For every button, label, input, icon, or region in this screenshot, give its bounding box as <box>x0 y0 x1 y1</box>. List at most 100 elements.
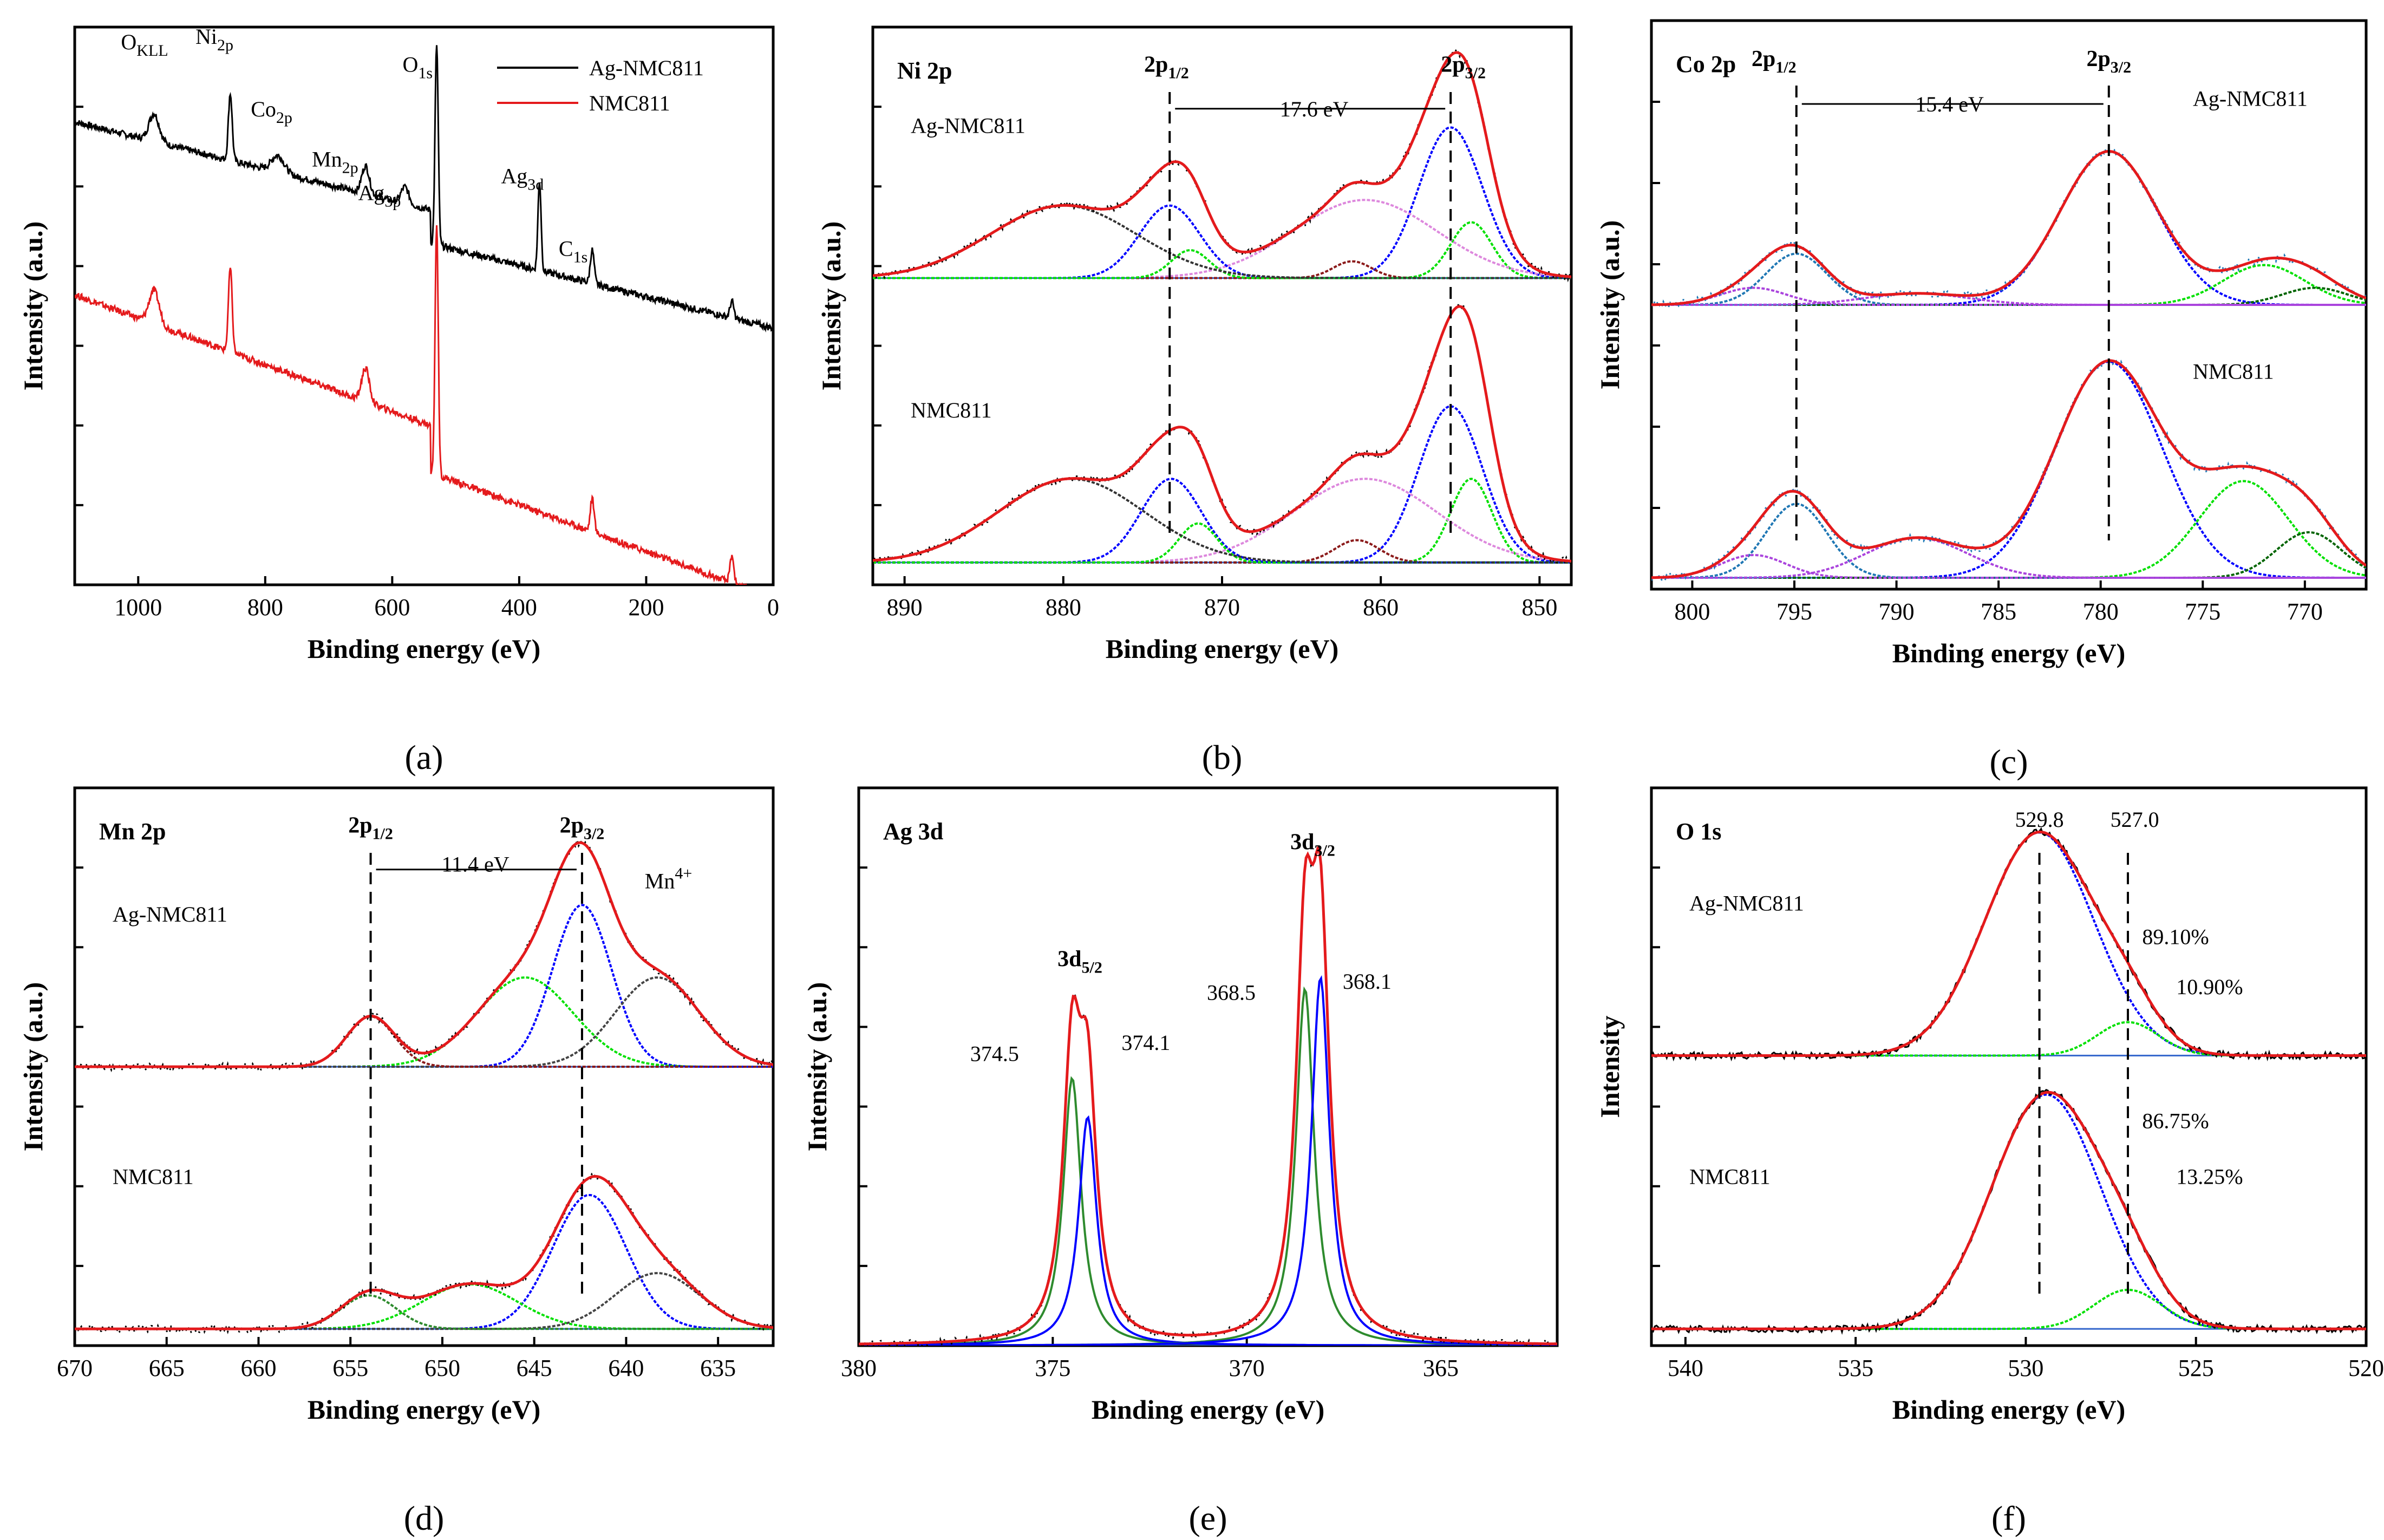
x-tick-label: 890 <box>887 594 923 621</box>
fit-envelope <box>75 841 773 1068</box>
x-tick-label: 780 <box>2083 598 2119 625</box>
panel-label: (b) <box>1202 738 1243 776</box>
x-tick-label: 375 <box>1035 1355 1070 1381</box>
series-line-NMC811 <box>75 225 747 585</box>
annotation: 2p1/2 <box>348 813 393 843</box>
x-tick-label: 800 <box>247 594 283 621</box>
x-tick-label: 200 <box>628 594 664 621</box>
x-tick-label: 520 <box>2348 1355 2384 1381</box>
panel-label: (e) <box>1188 1499 1227 1537</box>
peak-annotation: Ni2p <box>195 24 233 54</box>
x-tick-label: 785 <box>1981 598 2016 625</box>
fit-envelope <box>1651 1091 2366 1330</box>
x-tick-label: 655 <box>332 1355 368 1381</box>
x-tick-label: 640 <box>608 1355 644 1381</box>
x-tick-label: 665 <box>149 1355 185 1381</box>
plot-area <box>873 48 1571 565</box>
panel-f: 540 535 530 525 520 Binding energy (eV) Intens… <box>1595 786 2384 1537</box>
annotation: 10.90% <box>2176 975 2243 999</box>
peak-annotation: Mn2p <box>312 147 358 177</box>
plot-area <box>75 45 773 585</box>
series-label: Ag-NMC811 <box>911 114 1026 138</box>
annotation: 2p1/2 <box>1752 47 1797 76</box>
x-tick-label: 600 <box>374 594 410 621</box>
panel-title: Ni 2p <box>897 57 952 84</box>
fit-envelope <box>1651 149 2366 306</box>
series-label: NMC811 <box>2193 360 2274 384</box>
plot-area <box>75 837 773 1335</box>
fit-component <box>1651 503 2366 579</box>
fit-component <box>75 1015 773 1068</box>
panel-title: Mn 2p <box>99 818 166 845</box>
panel-a: 1000 800 600 400 200 0 Binding energy (eV) Inte… <box>18 24 779 776</box>
plot-frame <box>73 25 775 586</box>
fit-envelope <box>873 305 1571 563</box>
legend-entry: Ag-NMC811 <box>589 56 704 80</box>
fit-component <box>873 126 1571 279</box>
fit-component <box>1651 1093 2366 1330</box>
panel-b: 890 880 870 860 850 Binding energy (eV) Intens… <box>816 25 1573 776</box>
x-tick-label: 850 <box>1521 594 1557 621</box>
x-axis-label: Binding energy (eV) <box>1892 1394 2126 1425</box>
fit-component <box>75 1272 773 1330</box>
plot-area <box>1651 827 2366 1335</box>
y-axis-label: Intensity (a.u.) <box>1595 220 1625 390</box>
annotation: 374.1 <box>1121 1030 1170 1055</box>
fit-component <box>859 1115 1557 1346</box>
x-tick-label: 530 <box>2008 1355 2043 1381</box>
fit-component <box>1651 292 2366 306</box>
annotation: Mn4+ <box>645 864 693 893</box>
annotation: 15.4 eV <box>1915 92 1984 116</box>
fit-component <box>873 249 1571 279</box>
fit-component <box>873 260 1571 279</box>
annotation: 527.0 <box>2111 807 2159 832</box>
peak-annotation: Ag3p <box>358 180 401 210</box>
annotation: 89.10% <box>2142 924 2209 949</box>
fit-envelope <box>75 1174 773 1330</box>
panel-d: 670 665 660 655 650 645 640 635 Binding energy (… <box>18 786 775 1537</box>
fit-component <box>873 478 1571 564</box>
peak-annotation: OKLL <box>121 30 168 60</box>
fit-component <box>873 522 1571 564</box>
x-tick-label: 370 <box>1229 1355 1265 1381</box>
fit-component <box>873 199 1571 279</box>
panel-e: 380 375 370 365 Binding energy (eV) Intensity… <box>802 786 1559 1537</box>
x-tick-label: 525 <box>2178 1355 2214 1381</box>
fit-component <box>75 976 773 1068</box>
fit-component <box>859 1076 1557 1346</box>
annotation: 2p3/2 <box>560 813 605 843</box>
series-label: Ag-NMC811 <box>1689 891 1804 916</box>
peak-annotation: O1s <box>402 52 433 82</box>
x-tick-label: 1000 <box>114 594 162 621</box>
x-tick-label: 790 <box>1879 598 1915 625</box>
fit-component <box>75 1283 773 1330</box>
series-label: NMC811 <box>113 1164 194 1189</box>
annotation: 368.5 <box>1207 980 1256 1004</box>
x-tick-label: 380 <box>841 1355 877 1381</box>
x-tick-label: 650 <box>424 1355 460 1381</box>
peak-annotation: Co2p <box>251 97 292 127</box>
x-tick-label: 365 <box>1423 1355 1459 1381</box>
x-tick-label: 540 <box>1668 1355 1703 1381</box>
legend-entry: NMC811 <box>589 91 670 115</box>
y-axis-label: Intensity (a.u.) <box>816 221 846 391</box>
x-tick-label: 880 <box>1046 594 1081 621</box>
fit-component <box>1651 1288 2366 1330</box>
annotation: 529.8 <box>2015 807 2064 832</box>
annotation: 2p1/2 <box>1144 52 1189 82</box>
series-label: NMC811 <box>1689 1164 1771 1189</box>
fit-component <box>1651 1021 2366 1057</box>
fit-component <box>859 986 1557 1346</box>
fit-envelope <box>859 846 1557 1346</box>
panel-title: O 1s <box>1676 818 1721 845</box>
raw-data <box>75 1172 773 1335</box>
plot-area <box>859 845 1557 1346</box>
fit-component <box>873 478 1571 564</box>
x-tick-label: 0 <box>767 594 779 621</box>
plot-area <box>1651 147 2366 583</box>
x-axis-label: Binding energy (eV) <box>1092 1394 1325 1425</box>
fit-component <box>75 904 773 1068</box>
peak-annotation: C1s <box>559 236 587 266</box>
plot-frame <box>857 786 1559 1347</box>
